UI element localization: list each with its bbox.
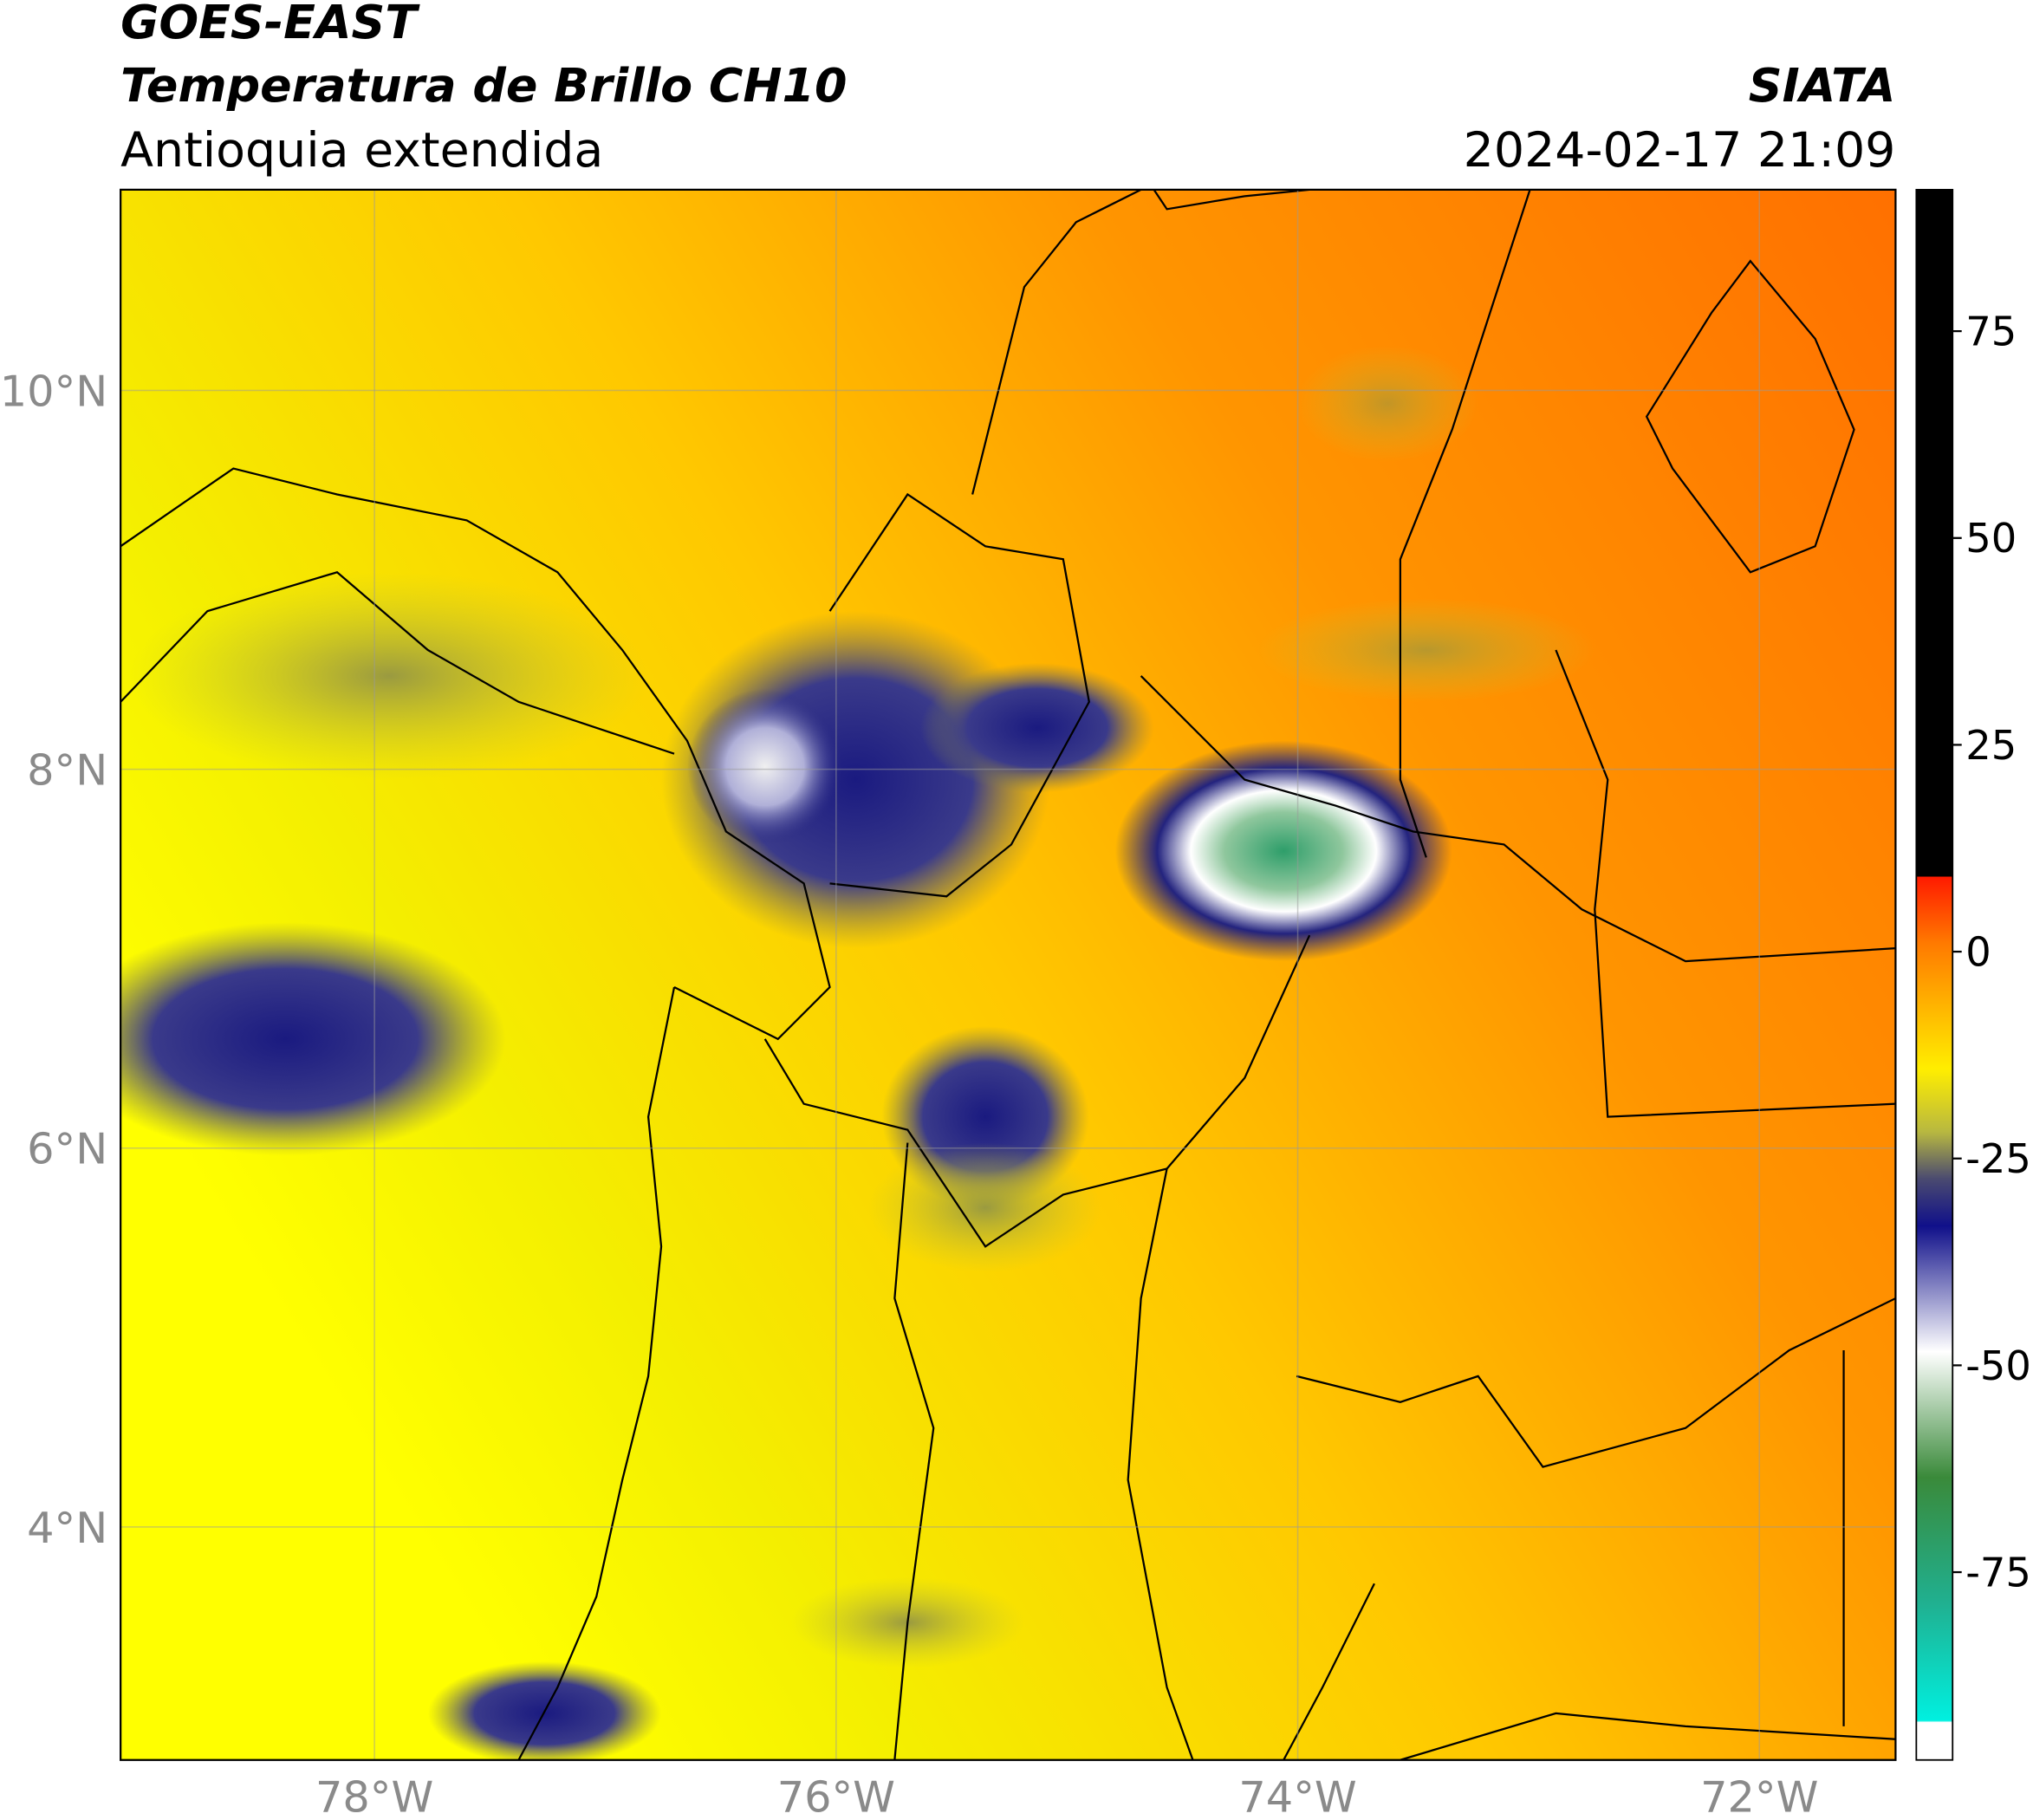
- datetime-label: 2024-02-17 21:09: [1464, 123, 1896, 179]
- source-title: GOES-EAST: [120, 0, 420, 49]
- agency-label: SIATA: [1749, 58, 1896, 113]
- map-frame: [120, 188, 1897, 1761]
- colorbar-tick-label: -25: [1965, 1135, 2031, 1182]
- colorbar-tick-label: -75: [1965, 1550, 2031, 1596]
- lat-tick-label: 4°N: [27, 1503, 107, 1553]
- lat-tick-label: 10°N: [0, 367, 107, 417]
- lon-tick-label: 72°W: [1700, 1772, 1818, 1820]
- lat-tick-label: 8°N: [27, 745, 107, 796]
- lat-tick-label: 6°N: [27, 1124, 107, 1174]
- colorbar-tick-label: 25: [1965, 722, 2017, 769]
- product-title: Temperatura de Brillo CH10: [120, 58, 847, 113]
- lon-tick-label: 76°W: [777, 1772, 895, 1820]
- colorbar-tick-label: 0: [1965, 929, 1991, 976]
- colorbar-tick-label: 50: [1965, 515, 2017, 562]
- graticule: [120, 189, 1896, 1760]
- colorbar-tick-label: 75: [1965, 309, 2017, 355]
- colorbar-tick-label: -50: [1965, 1342, 2031, 1389]
- map-image: [120, 189, 1896, 1760]
- lon-tick-label: 74°W: [1238, 1772, 1356, 1820]
- lon-tick-label: 78°W: [315, 1772, 433, 1820]
- region-subtitle: Antioquia extendida: [120, 123, 603, 179]
- colorbar: [1915, 188, 1954, 1761]
